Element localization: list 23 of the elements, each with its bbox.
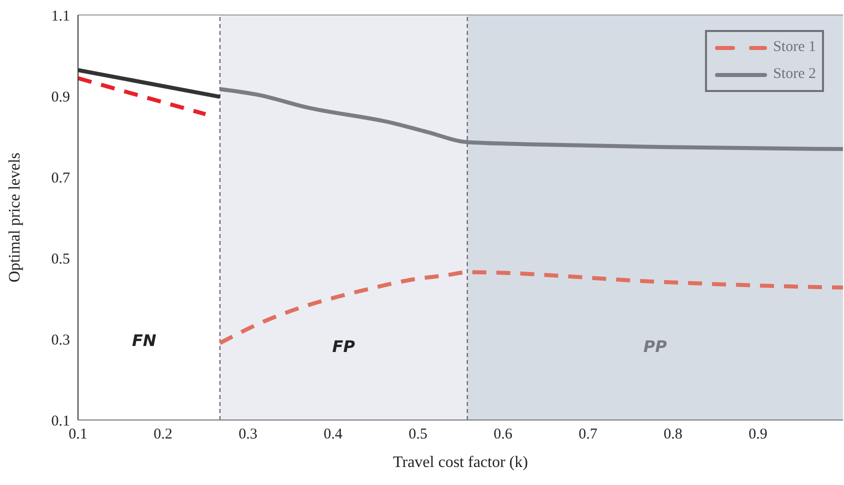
band-label: FP	[332, 337, 356, 356]
x-tick-label: 0.8	[664, 426, 682, 443]
x-tick-label: 0.9	[748, 426, 768, 443]
y-axis-title: Optimal price levels	[6, 152, 24, 282]
annotation: FN	[132, 331, 156, 350]
band-label: PP	[643, 337, 668, 356]
x-tick-label: 0.4	[324, 426, 343, 443]
y-tick-label: 0.7	[51, 170, 70, 186]
y-tick-label: 0.3	[51, 332, 70, 348]
y-tick-label: 0.5	[51, 251, 70, 268]
line-series	[218, 87, 843, 152]
y-tick-label: 0.9	[51, 89, 70, 106]
legend-label: Store 1	[773, 39, 816, 56]
x-axis-title: Travel cost factor (k)	[393, 454, 528, 471]
legend-label: Store 2	[773, 66, 816, 83]
x-tick-label: 0.7	[578, 426, 598, 443]
y-tick-label: 1.1	[51, 8, 70, 24]
x-tick-label: 0.3	[238, 426, 258, 443]
x-tick-label: 0.6	[494, 426, 513, 443]
x-tick-label: 0.1	[68, 426, 88, 443]
x-tick-label: 0.2	[154, 426, 172, 443]
x-tick-label: 0.5	[408, 426, 428, 443]
y-tick-label: 0.1	[51, 413, 70, 430]
